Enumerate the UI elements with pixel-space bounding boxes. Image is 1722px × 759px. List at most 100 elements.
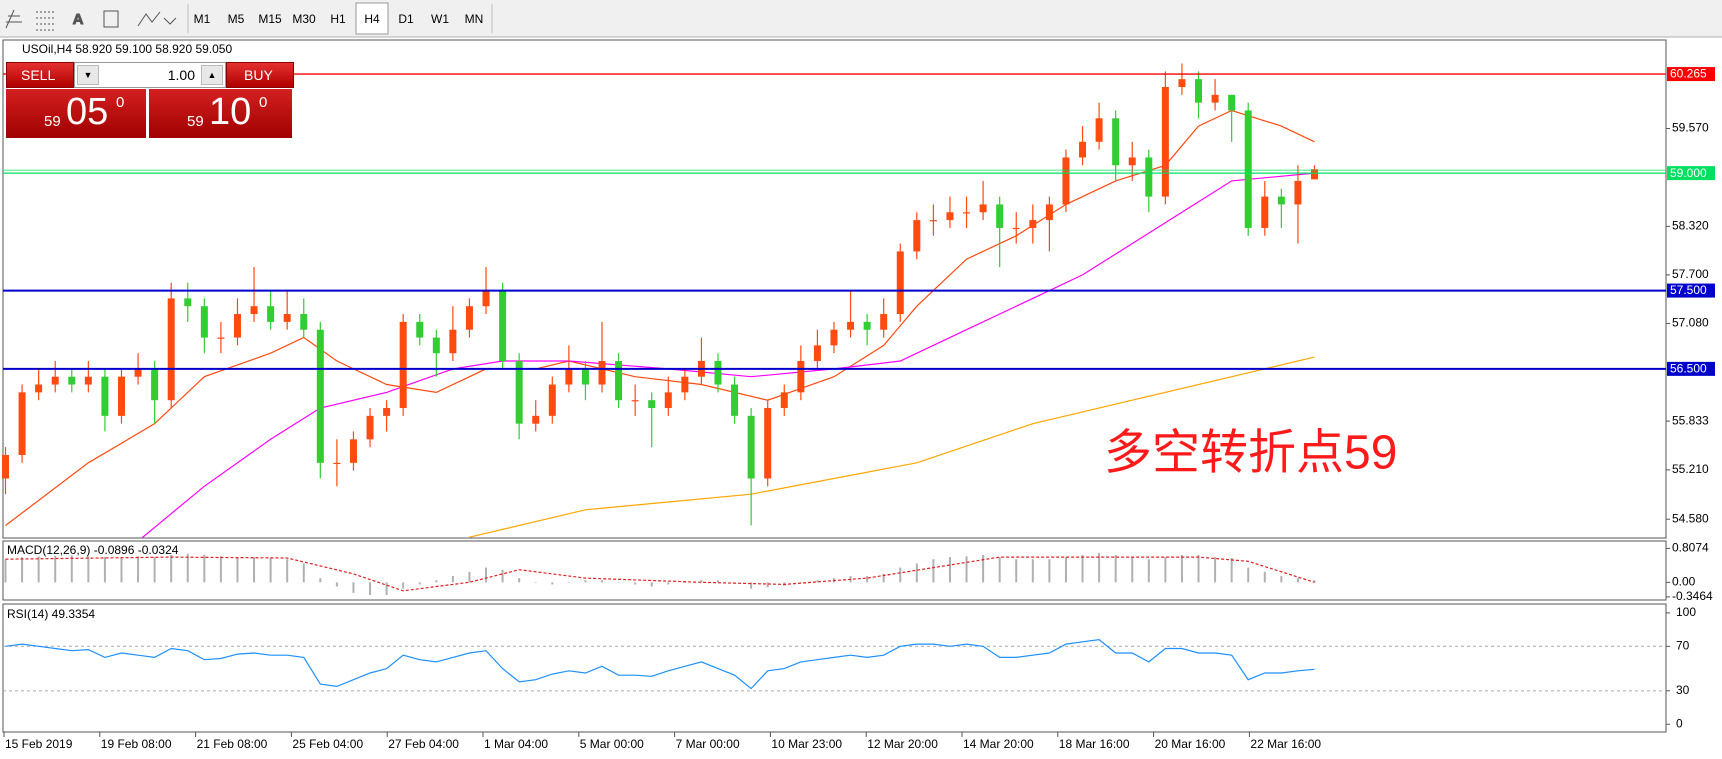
macd-bar xyxy=(501,569,504,583)
macd-bar xyxy=(21,557,24,583)
candle-body xyxy=(1195,79,1203,103)
tool-arrows[interactable] xyxy=(137,11,177,27)
macd-bar xyxy=(87,556,90,583)
candle-body xyxy=(18,392,26,455)
sell-price-point[interactable]: 0 xyxy=(116,94,125,111)
sell-price-big[interactable]: 59 xyxy=(44,113,61,130)
moving-average xyxy=(469,356,1315,538)
candle-body xyxy=(1029,220,1037,228)
sell-price[interactable]: 59 05 0 xyxy=(6,89,146,138)
timeframe-button[interactable]: M15 xyxy=(258,12,282,26)
macd-bar xyxy=(1098,552,1101,583)
candle-body xyxy=(217,337,225,339)
y-tick-label: 54.580 xyxy=(1672,511,1709,525)
drawing-tools[interactable]: A xyxy=(5,9,177,31)
lot-input[interactable]: ▼ 1.00 ▲ xyxy=(74,62,226,88)
sell-button[interactable]: SELL xyxy=(6,62,74,88)
macd-bar xyxy=(650,582,653,587)
candle-body xyxy=(813,345,821,362)
macd-bar xyxy=(37,556,40,583)
x-tick-label: 1 Mar 04:00 xyxy=(484,737,548,751)
trade-panel: SELL ▼ 1.00 ▲ BUY 59 05 0 59 10 0 xyxy=(6,62,294,139)
candle-body xyxy=(35,384,43,393)
candle-body xyxy=(482,290,490,307)
timeframe-button[interactable]: M5 xyxy=(228,12,245,26)
candle-body xyxy=(847,321,855,330)
x-tick-label: 15 Feb 2019 xyxy=(5,737,73,751)
timeframe-bar: M1 M5 M15 M30 H1 H4 D1 W1 MN xyxy=(194,2,484,35)
macd-bar xyxy=(253,557,256,583)
tool-text[interactable]: A xyxy=(72,10,84,28)
candle-body xyxy=(1261,196,1269,228)
sell-price-pips[interactable]: 05 xyxy=(66,91,109,133)
lot-value[interactable]: 1.00 xyxy=(167,67,195,83)
buy-price-point[interactable]: 0 xyxy=(259,94,268,111)
macd-bar xyxy=(120,557,123,583)
candle-body xyxy=(532,415,540,424)
macd-bar xyxy=(1015,559,1018,583)
buy-price-pips[interactable]: 10 xyxy=(209,91,252,133)
price-level-tag xyxy=(1667,67,1715,82)
candle-body xyxy=(664,392,672,409)
sell-label[interactable]: SELL xyxy=(21,67,56,83)
candle-body xyxy=(51,376,59,385)
macd-bar xyxy=(468,571,471,583)
macd-bar xyxy=(319,578,322,583)
candle-body xyxy=(1012,227,1020,230)
macd-bar xyxy=(451,576,454,583)
timeframe-button[interactable]: W1 xyxy=(431,12,449,26)
candle-body xyxy=(1095,118,1103,142)
timeframe-button[interactable]: H4 xyxy=(364,12,380,26)
candle-body xyxy=(151,368,159,401)
macd-bar xyxy=(965,556,968,583)
candle-body xyxy=(200,306,208,338)
x-tick-label: 12 Mar 20:00 xyxy=(867,737,938,751)
macd-bar xyxy=(899,567,902,583)
timeframe-button[interactable]: MN xyxy=(465,12,484,26)
candle-body xyxy=(731,384,739,416)
macd-bar xyxy=(534,582,537,583)
moving-average xyxy=(140,172,1315,538)
timeframe-button[interactable]: M30 xyxy=(292,12,316,26)
buy-price-big[interactable]: 59 xyxy=(187,113,204,130)
tool-label[interactable] xyxy=(103,10,119,28)
candle-body xyxy=(880,314,888,330)
candle-body xyxy=(68,376,76,385)
macd-bar xyxy=(750,582,753,589)
tool-fibo[interactable] xyxy=(5,9,22,29)
macd-bar xyxy=(866,576,869,583)
buy-price[interactable]: 59 10 0 xyxy=(149,89,292,138)
timeframe-button[interactable]: M1 xyxy=(194,12,211,26)
timeframe-button[interactable]: H1 xyxy=(330,12,346,26)
buy-button[interactable]: BUY xyxy=(226,62,294,88)
candle-body xyxy=(1294,180,1302,205)
macd-bar xyxy=(716,580,719,583)
macd-header: MACD(12,26,9) -0.0896 -0.0324 xyxy=(7,543,179,557)
candle-body xyxy=(267,306,275,322)
candle-body xyxy=(1244,110,1252,228)
candle-body xyxy=(117,376,125,416)
candle-body xyxy=(764,408,772,479)
macd-bar xyxy=(170,555,173,583)
toolbar xyxy=(0,0,1722,37)
lot-up[interactable]: ▲ xyxy=(201,65,223,85)
tool-gann[interactable] xyxy=(36,11,54,31)
buy-label[interactable]: BUY xyxy=(244,67,273,83)
x-tick-label: 20 Mar 16:00 xyxy=(1155,737,1226,751)
candle-body xyxy=(300,314,308,330)
timeframe-button[interactable]: D1 xyxy=(398,12,414,26)
candle-body xyxy=(979,204,987,213)
macd-bar xyxy=(634,582,637,585)
macd-bar xyxy=(402,582,405,589)
macd-bar xyxy=(1114,555,1117,583)
macd-bar xyxy=(137,556,140,583)
macd-bar xyxy=(915,563,918,583)
annotation: 多空转折点59 xyxy=(1104,427,1397,480)
macd-bar xyxy=(103,557,106,583)
candle-body xyxy=(416,321,424,338)
rsi-tick-label: 30 xyxy=(1676,683,1690,697)
candle-body xyxy=(1062,157,1070,205)
macd-bar xyxy=(932,559,935,583)
lot-down[interactable]: ▼ xyxy=(77,65,99,85)
x-tick-label: 14 Mar 20:00 xyxy=(963,737,1034,751)
